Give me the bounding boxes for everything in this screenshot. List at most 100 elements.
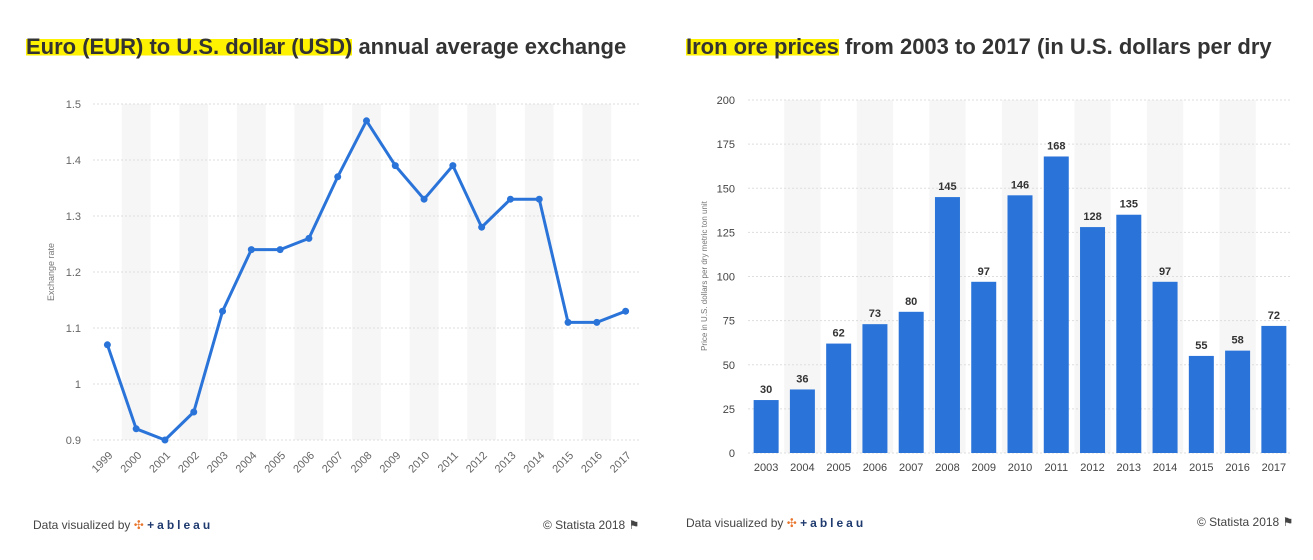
data-point [593, 318, 601, 326]
y-tick-label: 150 [717, 183, 735, 195]
left-chart-title: Euro (EUR) to U.S. dollar (USD) annual a… [26, 34, 670, 60]
data-label: 128 [1083, 211, 1101, 223]
tableau-logo-text: +ableau [147, 518, 214, 532]
data-point [420, 195, 428, 203]
x-tick-label: 2007 [899, 462, 923, 474]
y-tick-label: 100 [717, 272, 735, 284]
y-tick-label: 50 [723, 360, 735, 372]
data-label: 58 [1231, 335, 1243, 347]
x-tick-label: 2000 [119, 450, 145, 476]
data-point [564, 318, 572, 326]
x-tick-label: 2012 [464, 450, 490, 476]
bar [1225, 350, 1251, 453]
data-point [103, 341, 111, 349]
data-label: 135 [1120, 199, 1138, 211]
x-tick-label: 2005 [262, 450, 288, 476]
y-tick-label: 175 [717, 139, 735, 151]
data-label: 72 [1268, 310, 1280, 322]
x-tick-label: 2004 [234, 450, 260, 476]
x-tick-label: 2015 [550, 450, 576, 476]
bar [1116, 214, 1142, 453]
data-point [622, 307, 630, 315]
bar [1043, 156, 1069, 454]
data-point [334, 173, 342, 181]
x-tick-label: 2008 [935, 462, 959, 474]
flag-icon[interactable]: ⚑ [628, 518, 640, 532]
y-tick-label: 25 [723, 404, 735, 416]
x-tick-label: 2010 [406, 450, 432, 476]
x-tick-label: 2016 [1225, 462, 1249, 474]
y-tick-label: 75 [723, 316, 735, 328]
x-tick-label: 2009 [378, 450, 404, 476]
data-label: 80 [905, 296, 917, 308]
y-axis-label: Price in U.S. dollars per dry metric ton… [700, 200, 709, 351]
title-highlight: Euro (EUR) to U.S. dollar (USD) [26, 34, 353, 59]
data-point [219, 307, 227, 315]
bar [862, 324, 888, 453]
credit-text: Data visualized by [33, 518, 131, 532]
flag-icon[interactable]: ⚑ [1282, 515, 1294, 529]
left-footer-credit: Data visualized by ✣ +ableau [33, 518, 213, 532]
x-tick-label: 2013 [493, 450, 519, 476]
copyright-text: © Statista 2018 [543, 518, 626, 532]
x-tick-label: 2010 [1008, 462, 1032, 474]
data-point [391, 162, 399, 170]
y-tick-label: 0 [729, 448, 735, 460]
bar [826, 343, 852, 453]
left-footer-copyright[interactable]: © Statista 2018 ⚑ [543, 518, 639, 532]
data-point [276, 246, 284, 254]
title-rest: from 2003 to 2017 (in U.S. dollars per d… [838, 34, 1272, 59]
x-tick-label: 2004 [790, 462, 814, 474]
data-point [363, 117, 370, 125]
x-tick-label: 2009 [971, 462, 995, 474]
tableau-logo-icon: ✣ [786, 516, 797, 530]
x-tick-label: 2013 [1117, 462, 1141, 474]
x-tick-label: 2016 [579, 450, 605, 476]
data-label: 30 [760, 384, 772, 396]
title-rest: annual average exchange [352, 34, 627, 59]
data-point [478, 223, 486, 231]
y-tick-label: 1.2 [66, 267, 81, 279]
data-label: 145 [938, 181, 956, 193]
x-tick-label: 2006 [291, 450, 317, 476]
y-tick-label: 1 [75, 379, 81, 391]
data-point [305, 234, 313, 242]
x-tick-label: 2017 [1262, 462, 1286, 474]
data-point [535, 195, 543, 203]
y-tick-label: 1.4 [66, 155, 81, 167]
data-point [506, 195, 514, 203]
data-label: 73 [869, 308, 881, 320]
x-tick-label: 2008 [349, 450, 375, 476]
data-label: 97 [978, 266, 990, 278]
bar [1188, 355, 1214, 453]
copyright-text: © Statista 2018 [1197, 515, 1280, 529]
credit-text: Data visualized by [686, 516, 784, 530]
x-tick-label: 1999 [90, 450, 116, 476]
bar [1152, 281, 1178, 453]
right-chart-title: Iron ore prices from 2003 to 2017 (in U.… [686, 34, 1313, 60]
tableau-logo-icon: ✣ [133, 518, 144, 532]
x-tick-label: 2017 [608, 450, 634, 476]
data-label: 146 [1011, 179, 1029, 191]
bar [1080, 227, 1106, 453]
data-point [161, 436, 169, 444]
x-tick-label: 2011 [436, 450, 461, 475]
right-footer-copyright[interactable]: © Statista 2018 ⚑ [1197, 515, 1293, 529]
bar [1261, 325, 1287, 453]
data-label: 36 [796, 373, 808, 385]
x-tick-label: 2015 [1189, 462, 1213, 474]
x-tick-label: 2003 [754, 462, 778, 474]
x-tick-label: 2014 [522, 450, 548, 476]
bar [789, 389, 815, 453]
data-label: 168 [1047, 140, 1065, 152]
x-tick-label: 2011 [1044, 462, 1068, 474]
y-tick-label: 1.5 [66, 99, 81, 111]
y-tick-label: 0.9 [66, 435, 81, 447]
x-tick-label: 2014 [1153, 462, 1177, 474]
data-point [449, 162, 457, 170]
data-point [247, 246, 255, 254]
x-tick-label: 2012 [1080, 462, 1104, 474]
x-tick-label: 2006 [863, 462, 887, 474]
bar [898, 311, 924, 453]
